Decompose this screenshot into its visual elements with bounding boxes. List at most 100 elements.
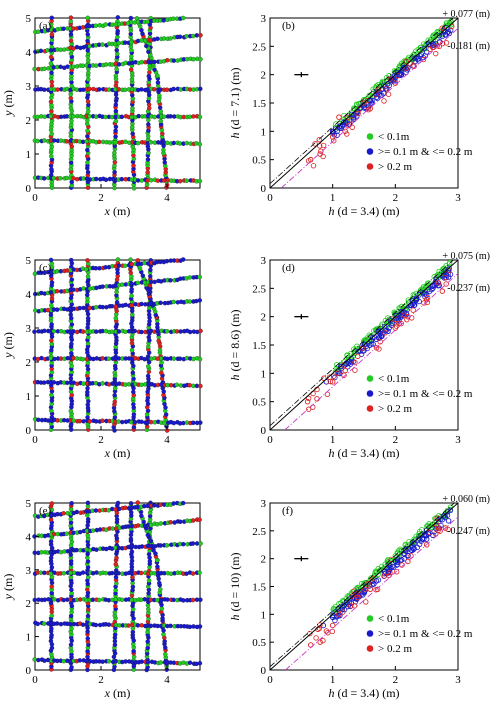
legend-marker [366,615,374,622]
data-point [344,114,351,121]
point-marker [129,549,135,554]
point-marker [113,118,119,124]
data-point [375,86,382,93]
point-marker [85,533,91,538]
y-tick-label: 0 [261,665,267,677]
point-marker [129,347,135,353]
point-marker [139,419,144,425]
point-marker [100,418,105,423]
lower-offset-label: -0.247 (m) [447,526,490,537]
point-marker [158,521,164,526]
data-point [363,599,369,605]
data-point [412,58,418,65]
point-marker [168,519,173,525]
panel-d-group: 0 1 2 3 0 0.5 1 1.5 2 2.5 3 h (d = 3.4) (m) h (d = 8… [228,251,490,460]
point-marker [69,341,74,347]
point-marker [198,383,203,389]
y-tick-label: 5 [26,255,32,267]
x-tick-label: 2 [393,192,399,204]
point-marker [84,622,89,627]
data-point [337,123,343,129]
point-marker [115,28,120,34]
point-marker [135,500,140,505]
plot-area [270,18,458,188]
point-marker [129,303,134,308]
point-marker [163,412,169,417]
point-marker [67,306,73,311]
data-point [402,58,409,64]
legend-marker [366,405,374,412]
y-tick-label: 1 [261,609,267,621]
point-marker [148,140,154,145]
point-marker [93,329,99,334]
point-marker [128,67,134,72]
y-tick-label: 1.5 [252,582,266,594]
point-marker [132,328,138,334]
point-marker [48,54,54,60]
y-axis-label: h (d = 8.6) (m) [228,309,242,380]
point-marker [69,665,74,670]
point-marker [74,509,80,515]
point-marker [86,57,91,63]
data-point [342,367,348,374]
point-marker [152,114,157,120]
point-marker [85,160,90,165]
data-point [316,136,322,143]
point-marker [197,661,203,666]
point-marker [180,500,186,506]
point-marker [146,578,152,583]
point-marker [191,56,196,62]
point-marker [85,77,91,82]
y-tick-label: 2 [26,598,32,610]
point-marker [94,176,99,182]
point-marker [38,48,44,54]
point-marker [106,659,112,664]
point-marker [128,501,134,506]
point-marker [71,114,76,119]
point-marker [55,87,60,92]
point-marker [171,16,176,21]
point-marker [197,298,203,303]
data-point [353,101,360,108]
upper-offset-label: + 0.077 (m) [442,9,490,20]
point-marker [168,36,173,41]
point-marker [159,606,165,612]
point-marker [181,15,186,21]
point-marker [100,381,105,386]
point-marker [71,64,76,69]
data-point [384,85,390,92]
point-marker [39,550,44,555]
legend-label: >= 0.1 m & <= 0.2 m [378,628,473,640]
data-point [350,105,357,111]
point-marker [103,177,109,182]
point-marker [148,178,154,183]
point-marker [148,623,154,629]
point-marker [112,370,117,375]
point-marker [42,328,47,334]
point-marker [164,87,170,92]
data-point [394,73,401,79]
point-marker [68,15,74,20]
point-marker [85,636,90,641]
point-marker [198,328,203,334]
y-tick-label: 2 [261,70,267,82]
point-marker [49,154,54,159]
data-point [433,50,439,57]
point-marker [131,163,136,168]
point-marker [85,128,90,134]
x-tick-label: 1 [330,192,336,204]
point-marker [191,420,196,425]
point-marker [115,257,121,262]
point-marker [187,660,193,665]
y-tick-label: 0 [26,183,32,195]
data-point [381,98,387,104]
data-point [348,117,355,123]
point-marker [116,40,122,46]
point-marker [116,62,122,67]
point-marker [48,290,54,295]
point-marker [86,335,91,340]
point-marker [152,59,157,65]
y-tick-label: 5 [26,498,32,510]
point-marker [155,328,160,334]
